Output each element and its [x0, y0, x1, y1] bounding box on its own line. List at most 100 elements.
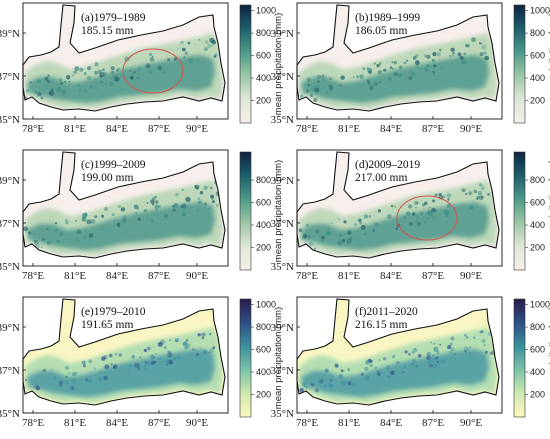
map-frame	[22, 2, 229, 120]
map-frame	[296, 149, 503, 267]
colorbar-tick-label: 600	[530, 345, 545, 355]
y-tick-label: 39°N	[0, 28, 20, 40]
x-tick-label: 87°E	[148, 417, 170, 429]
colorbar-tick-label: 600	[256, 345, 271, 355]
y-tick-label: 37°N	[0, 71, 20, 83]
x-tick-label: 81°E	[64, 270, 86, 282]
x-tick-label: 84°E	[380, 417, 402, 429]
x-tick-label: 87°E	[148, 270, 170, 282]
x-tick-label: 90°E	[186, 270, 208, 282]
colorbar-tick-label: 200	[256, 243, 271, 253]
colorbar-tick-label: 200	[530, 96, 545, 106]
map-frame	[296, 2, 503, 120]
colorbar-tick-label: 400	[530, 220, 545, 230]
colorbar-tick-label: 1000	[256, 300, 276, 310]
y-tick-label: 35°N	[0, 261, 20, 273]
precip-field	[23, 299, 225, 405]
colorbar: 800 600 400 200 mean precipitation (mm)	[239, 151, 284, 271]
colorbar-tick-label: 800	[256, 175, 271, 185]
panel-mean-value: 216.15 mm	[355, 319, 407, 331]
panel-mean-value: 185.15 mm	[81, 25, 133, 37]
x-tick-label: 84°E	[106, 270, 128, 282]
x-tick-label: 90°E	[186, 417, 208, 429]
colorbar-title: mean precipitation (mm)	[547, 160, 550, 262]
y-tick-label: 39°N	[271, 28, 294, 40]
x-tick-label: 90°E	[460, 417, 482, 429]
colorbar-tick-label: 400	[530, 367, 545, 377]
map-frame	[22, 149, 229, 267]
y-tick-label: 35°N	[271, 114, 294, 126]
x-tick-label: 84°E	[380, 123, 402, 135]
y-tick-label: 37°N	[271, 365, 294, 377]
x-tick-label: 81°E	[64, 123, 86, 135]
colorbar-title: mean precipitation (mm)	[273, 307, 284, 409]
colorbar-tick-label: 600	[256, 198, 271, 208]
panel-mean-value: 186.05 mm	[355, 25, 407, 37]
precip-field	[297, 152, 499, 258]
x-tick-label: 78°E	[22, 123, 44, 135]
panel-period-label: (e)1979–2010	[81, 306, 146, 318]
x-tick-label: 78°E	[296, 123, 318, 135]
y-tick-label: 35°N	[271, 261, 294, 273]
y-tick-label: 39°N	[0, 322, 20, 334]
x-tick-label: 90°E	[460, 270, 482, 282]
y-tick-label: 37°N	[271, 218, 294, 230]
x-tick-label: 84°E	[106, 123, 128, 135]
highlight-ellipse	[122, 48, 184, 94]
highlight-ellipse	[396, 195, 458, 241]
colorbar-tick-label: 400	[256, 73, 271, 83]
colorbar-tick-label: 1000	[530, 6, 550, 16]
colorbar-tick-label: 800	[530, 322, 545, 332]
panel-period-label: (b)1989–1999	[355, 12, 420, 24]
colorbar-tick-label: 800	[256, 28, 271, 38]
y-tick-label: 39°N	[271, 175, 294, 187]
panel-mean-value: 217.00 mm	[355, 172, 407, 184]
x-tick-label: 90°E	[460, 123, 482, 135]
colorbar-tick-label: 1000	[530, 300, 550, 310]
colorbar-tick-label: 200	[256, 96, 271, 106]
colorbar-tick-label: 200	[530, 390, 545, 400]
x-tick-label: 78°E	[296, 417, 318, 429]
colorbar-tick-label: 800	[256, 322, 271, 332]
map-frame	[22, 296, 229, 414]
x-tick-label: 81°E	[338, 417, 360, 429]
y-tick-label: 37°N	[271, 71, 294, 83]
colorbar-tick-label: 200	[530, 243, 545, 253]
y-tick-label: 39°N	[0, 175, 20, 187]
colorbar: 1000 800 600 400 200 mean precipitation (mm)	[239, 298, 284, 418]
colorbar-tick-label: 800	[530, 28, 545, 38]
panel-period-label: (f)2011–2020	[355, 306, 418, 318]
colorbar-tick-label: 600	[530, 51, 545, 61]
y-tick-label: 35°N	[271, 408, 294, 420]
y-tick-label: 39°N	[271, 322, 294, 334]
colorbar-tick-label: 600	[530, 198, 545, 208]
y-tick-label: 35°N	[0, 408, 20, 420]
colorbar: 1000 800 600 400 200 mean precipitation (mm)	[239, 4, 284, 124]
panel-mean-value: 199.00 mm	[81, 172, 133, 184]
panel-mean-value: 191.65 mm	[81, 319, 133, 331]
x-tick-label: 78°E	[22, 417, 44, 429]
colorbar-title: mean precipitation (mm)	[273, 13, 284, 115]
colorbar-tick-label: 800	[530, 175, 545, 185]
x-tick-label: 87°E	[148, 123, 170, 135]
x-tick-label: 81°E	[338, 123, 360, 135]
colorbar-tick-label: 400	[256, 367, 271, 377]
x-tick-label: 87°E	[422, 270, 444, 282]
colorbar-tick-label: 1000	[256, 6, 276, 16]
x-tick-label: 87°E	[422, 417, 444, 429]
y-tick-label: 37°N	[0, 218, 20, 230]
map-frame	[296, 296, 503, 414]
x-tick-label: 90°E	[186, 123, 208, 135]
colorbar-tick-label: 400	[256, 220, 271, 230]
x-tick-label: 81°E	[338, 270, 360, 282]
x-tick-label: 87°E	[422, 123, 444, 135]
colorbar: 1000 800 600 400 200 mean precipitation (mm)	[513, 298, 550, 418]
x-tick-label: 78°E	[296, 270, 318, 282]
